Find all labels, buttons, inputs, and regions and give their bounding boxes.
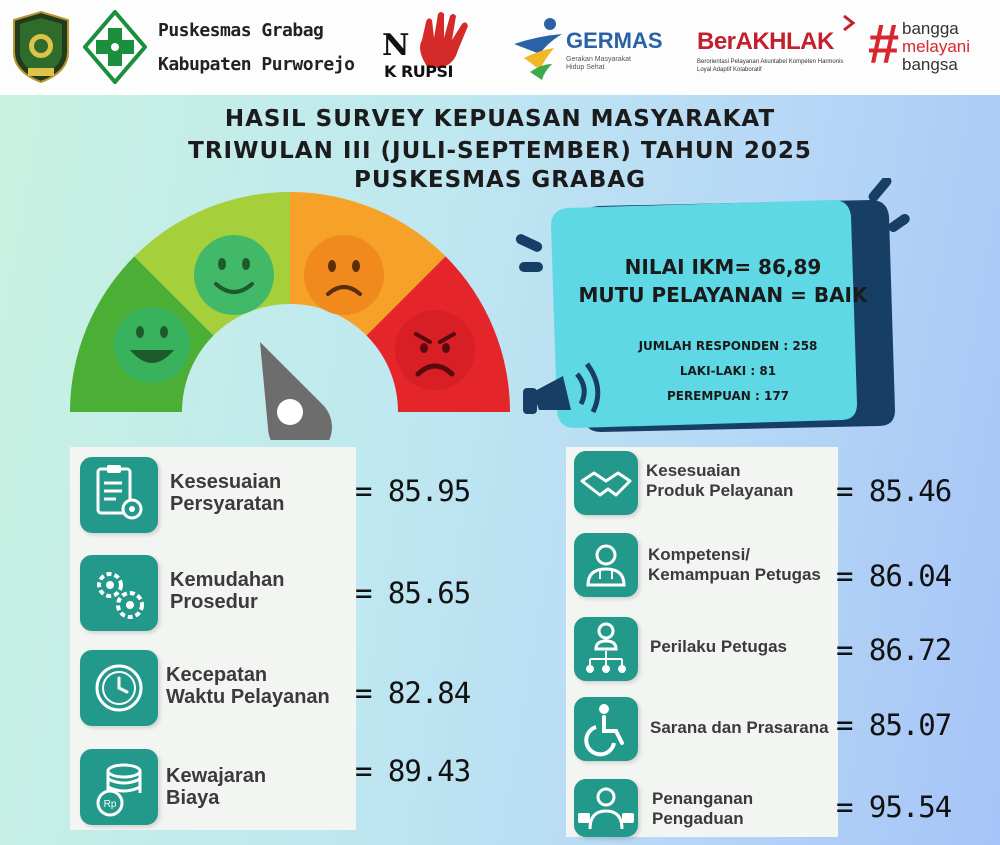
item-label-line2: Biaya (166, 787, 220, 809)
red-hand-icon (420, 12, 468, 68)
coins-icon: Rp (96, 763, 142, 817)
item-value: = 85.07 (836, 708, 952, 742)
germas-figure-icon (514, 18, 562, 80)
no-korupsi-n: N (382, 28, 410, 63)
berakhlak-chevron-icon (843, 14, 856, 32)
item-icon-tile (80, 650, 158, 726)
item-value: = 85.46 (836, 474, 952, 508)
item-label-line2: Persyaratan (170, 493, 285, 515)
germas-title: GERMAS (566, 28, 663, 53)
item-label-line2: Prosedur (170, 591, 258, 613)
germas-subtitle: Gerakan Masyarakat Hidup Sehat (566, 56, 631, 71)
handshake-icon (580, 471, 632, 497)
item-label-line1: Kemudahan (170, 569, 285, 591)
bangga-hash: # (868, 12, 900, 75)
item-value: = 86.72 (836, 633, 952, 667)
item-label-line1: Penanganan (652, 789, 754, 808)
regency-crest-icon (13, 10, 69, 84)
item-icon-tile (574, 697, 638, 761)
org-name-line2: Kabupaten Purworejo (158, 54, 355, 75)
doctor-icon (586, 544, 626, 587)
clipboard-gear-icon (96, 465, 143, 520)
summary-panel (515, 178, 910, 432)
item-label-line2: Pengaduan (652, 809, 744, 828)
item-value: = 86.04 (836, 559, 952, 593)
staff-network-icon (586, 622, 626, 673)
panel-spark-decoration (515, 178, 910, 272)
female-count: PEREMPUAN : 177 (666, 389, 790, 403)
male-count: LAKI-LAKI : 81 (679, 364, 777, 378)
germas-logo: GERMAS Gerakan Masyarakat Hidup Sehat (510, 14, 670, 84)
org-name-line1: Puskesmas Grabag (158, 20, 324, 41)
service-quality: MUTU PELAYANAN = BAIK (578, 283, 868, 307)
ikm-value: NILAI IKM= 86,89 (624, 255, 822, 279)
header-banner: Puskesmas Grabag Kabupaten Purworejo N K… (0, 0, 1000, 95)
item-icon-tile (80, 555, 158, 631)
item-icon-tile (574, 451, 638, 515)
clock-icon (95, 664, 143, 712)
item-label-line1: Kewajaran (166, 765, 267, 787)
item-value: = 85.95 (355, 474, 471, 508)
megaphone-icon (523, 362, 601, 414)
item-label-line1: Kecepatan (166, 664, 268, 686)
berakhlak-logo: BerAKHLAK Berorientasi Pelayanan Akuntab… (697, 14, 857, 78)
sad-face-icon (304, 235, 384, 315)
item-label-line2: Produk Pelayanan (646, 481, 794, 500)
title-line1: HASIL SURVEY KEPUASAN MASYARAKAT (224, 106, 776, 132)
puskesmas-logo-icon (83, 10, 147, 84)
item-label-line2: Kemampuan Petugas (648, 565, 821, 584)
item-icon-tile (574, 533, 638, 597)
angry-face-icon (395, 310, 475, 390)
left-indicator-card: Kesesuaian Persyaratan Kemudahan Prosedu… (70, 447, 356, 830)
item-label-line1: Kesesuaian (646, 461, 741, 480)
respondent-count: JUMLAH RESPONDEN : 258 (638, 339, 818, 353)
svg-text:Rp: Rp (104, 799, 117, 810)
wheelchair-icon (584, 704, 624, 757)
bangga-line3: bangsa (902, 55, 958, 74)
title-line3: PUSKESMAS GRABAG (353, 167, 647, 193)
bangga-melayani-logo: # bangga melayani bangsa (868, 16, 988, 80)
title-line2: TRIWULAN III (JULI-SEPTEMBER) TAHUN 2025 (188, 138, 812, 164)
satisfaction-gauge (69, 191, 510, 440)
item-value: = 85.65 (355, 576, 471, 610)
right-indicator-card: Kesesuaian Produk Pelayanan Kompetensi/ … (566, 447, 838, 837)
item-value: = 95.54 (836, 790, 952, 824)
gauge-needle (260, 342, 332, 440)
berakhlak-subtitle: Berorientasi Pelayanan Akuntabel Kompete… (697, 59, 844, 73)
complaint-icon (578, 787, 634, 830)
no-korupsi-word: K RUPSI (384, 62, 453, 81)
item-value: = 89.43 (355, 754, 471, 788)
bangga-line2: melayani (902, 37, 971, 56)
item-icon-tile (80, 457, 158, 533)
item-label-line2: Waktu Pelayanan (166, 686, 330, 708)
bangga-line1: bangga (902, 19, 959, 38)
item-label-line1: Kesesuaian (170, 471, 282, 493)
no-korupsi-logo: N K RUPSI (378, 10, 488, 85)
gears-icon (97, 572, 144, 619)
item-icon-tile (574, 617, 638, 681)
very-happy-face-icon (114, 307, 190, 383)
item-label-line1: Kompetensi/ (648, 545, 751, 564)
item-icon-tile (574, 779, 638, 837)
happy-face-icon (194, 235, 274, 315)
berakhlak-title: BerAKHLAK (697, 28, 834, 55)
item-label-line1: Perilaku Petugas (650, 637, 788, 656)
item-value: = 82.84 (355, 676, 471, 710)
item-icon-tile: Rp (80, 749, 158, 825)
item-label-line1: Sarana dan Prasarana (650, 718, 829, 737)
